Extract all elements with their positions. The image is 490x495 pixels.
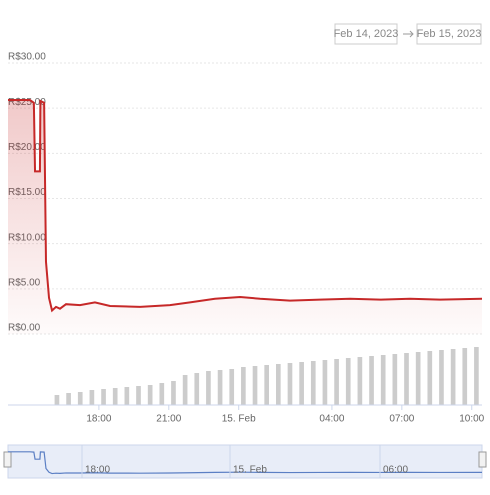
volume-bar — [136, 386, 141, 405]
range-arrow-head — [409, 30, 414, 38]
volume-bar — [322, 360, 328, 405]
volume-bar — [275, 364, 281, 405]
volume-bar — [171, 381, 176, 405]
volume-bar — [77, 392, 83, 405]
x-tick-label: 15. Feb — [222, 414, 256, 425]
volume-bar — [252, 366, 258, 405]
volume-bar — [54, 395, 60, 405]
volume-bar — [427, 351, 433, 405]
volume-bar — [194, 373, 200, 405]
range-to[interactable]: Feb 15, 2023 — [417, 28, 482, 40]
volume-bar — [415, 352, 421, 405]
volume-bar — [124, 387, 130, 405]
navigator-label: 06:00 — [383, 465, 408, 476]
price-line — [8, 99, 483, 313]
volume-bar — [147, 385, 153, 405]
x-tick-label: 10:00 — [459, 414, 484, 425]
x-tick-label: 04:00 — [319, 414, 344, 425]
volume-bar — [474, 347, 479, 405]
volume-bar — [66, 393, 71, 405]
volume-bar — [206, 371, 211, 405]
area — [8, 100, 482, 334]
navigator-label: 15. Feb — [233, 465, 267, 476]
navigator-handle[interactable] — [478, 451, 487, 468]
volume-bar — [334, 359, 339, 405]
volume-bar — [89, 390, 95, 405]
volume-bar — [287, 363, 293, 405]
navigator-label: 18:00 — [85, 465, 110, 476]
x-tick-label: 07:00 — [389, 414, 414, 425]
volume-bar — [299, 362, 304, 405]
volume-bar — [345, 358, 351, 405]
volume-bar — [264, 365, 270, 405]
volume-bar — [380, 355, 386, 405]
volume-bar — [462, 348, 468, 405]
volume-bar — [112, 388, 118, 405]
volume-bar — [392, 354, 398, 405]
volume-bar — [217, 370, 223, 405]
volume-bar — [439, 350, 444, 405]
volume-bar — [357, 357, 363, 405]
volume-bar — [404, 353, 409, 405]
range-from[interactable]: Feb 14, 2023 — [334, 28, 399, 40]
volume-bar — [369, 356, 374, 405]
volume-bar — [101, 389, 106, 405]
y-tick-label: R$30.00 — [8, 52, 46, 63]
range-to-box[interactable] — [416, 23, 482, 45]
volume-bar — [310, 361, 316, 405]
navigator-line — [8, 451, 483, 475]
volume-bar — [450, 349, 456, 405]
navigator-handle[interactable] — [3, 451, 12, 468]
x-tick-label: 18:00 — [86, 414, 111, 425]
range-from-box[interactable] — [334, 23, 398, 45]
volume-bar — [182, 375, 188, 405]
x-tick-label: 21:00 — [156, 414, 181, 425]
volume-bar — [229, 369, 235, 405]
volume-bar — [241, 367, 246, 405]
volume-bar — [159, 383, 165, 405]
